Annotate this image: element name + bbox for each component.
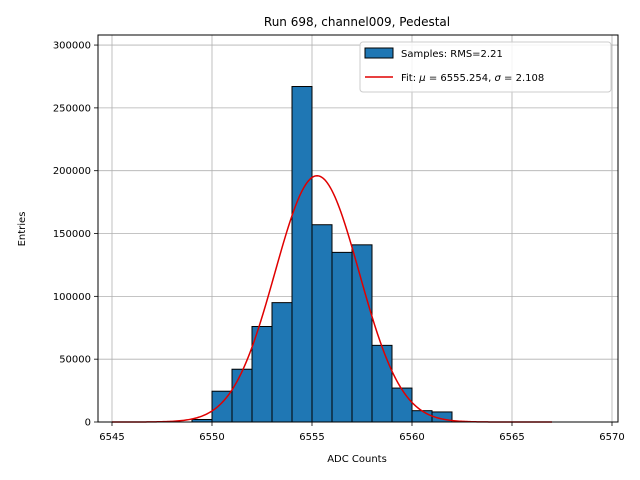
histogram-bar: [311, 224, 333, 423]
legend-fit-label: Fit: μ = 6555.254, σ = 2.108: [401, 73, 544, 84]
x-axis-label: ADC Counts: [327, 454, 387, 465]
legend-fit-sigma-value: 2.108: [516, 73, 545, 84]
x-tick-label: 6555: [299, 432, 324, 443]
legend-fit-sigma-eq: =: [501, 73, 516, 84]
legend-fit-sigma-symbol: σ: [494, 73, 501, 84]
x-tick-label: 6545: [99, 432, 124, 443]
y-tick-label: 300000: [53, 41, 91, 52]
x-tick-label: 6560: [399, 432, 424, 443]
histogram-bar: [291, 86, 313, 423]
legend-histogram-label: Samples: RMS=2.21: [401, 49, 503, 60]
histogram-bar: [271, 302, 293, 423]
y-axis-ticks: 0 50000 100000 150000 200000 250000 300000: [53, 41, 98, 429]
y-tick-label: 0: [85, 418, 91, 429]
y-axis-label: Entries: [17, 212, 28, 247]
x-tick-label: 6570: [599, 432, 624, 443]
y-tick-label: 50000: [59, 355, 91, 366]
legend-fit-sep: ,: [488, 73, 494, 84]
y-tick-label: 200000: [53, 166, 91, 177]
x-tick-label: 6550: [199, 432, 224, 443]
legend: Samples: RMS=2.21 Fit: μ = 6555.254, σ =…: [359, 41, 612, 93]
legend-box: [359, 41, 612, 93]
histogram-bar: [231, 368, 253, 423]
x-axis-ticks: 6545 6550 6555 6560 6565 6570: [99, 422, 625, 443]
y-tick-label: 250000: [53, 103, 91, 114]
y-tick-label: 100000: [53, 292, 91, 303]
legend-fit-prefix: Fit:: [401, 73, 419, 84]
histogram-bar: [371, 344, 393, 423]
legend-fit-mu-eq: =: [426, 73, 441, 84]
legend-histogram-swatch: [364, 47, 394, 59]
histogram-bars: [191, 86, 453, 423]
legend-fit-mu-value: 6555.254: [440, 73, 488, 84]
histogram-bar: [331, 251, 353, 423]
histogram-bar: [411, 410, 433, 423]
histogram-bar: [351, 244, 373, 423]
chart-title: Run 698, channel009, Pedestal: [264, 15, 450, 29]
plot-frame: [97, 34, 619, 423]
histogram-bar: [211, 390, 233, 423]
histogram-bar: [391, 387, 413, 423]
y-tick-label: 150000: [53, 229, 91, 240]
x-tick-label: 6565: [499, 432, 524, 443]
legend-fit-mu-symbol: μ: [418, 73, 425, 84]
